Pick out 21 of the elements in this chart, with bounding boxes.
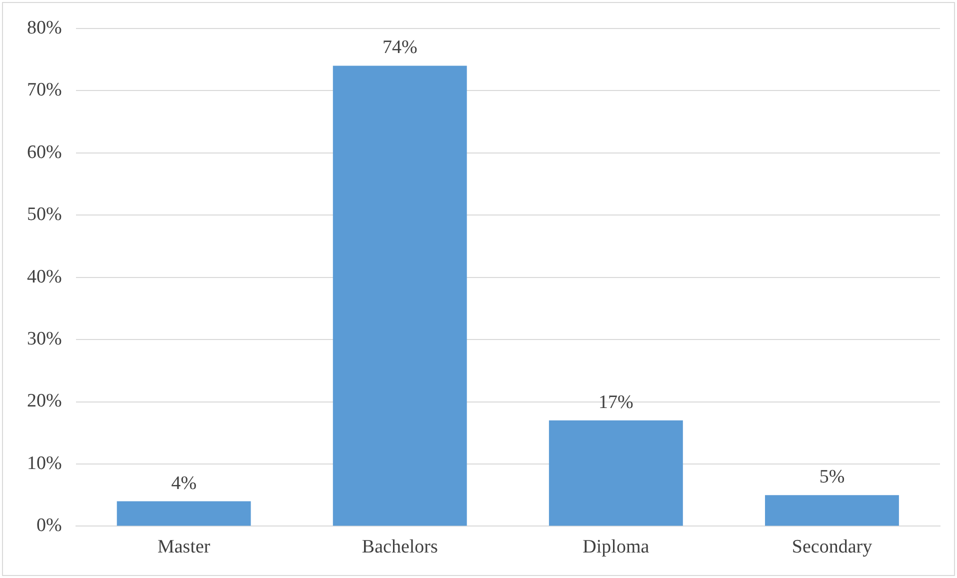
x-tick-label: Diploma [582, 536, 650, 558]
data-label: 4% [171, 472, 197, 494]
x-tick-label: Bachelors [362, 536, 438, 558]
bar [765, 495, 899, 526]
y-tick-label: 50% [27, 204, 62, 226]
y-tick-label: 20% [27, 390, 62, 412]
y-tick-label: 80% [27, 17, 62, 38]
y-tick-label: 30% [27, 328, 62, 350]
data-label: 5% [819, 466, 845, 488]
x-tick-label: Master [157, 536, 211, 558]
y-tick-label: 40% [27, 266, 62, 288]
y-tick-label: 70% [27, 80, 62, 101]
y-tick-label: 0% [36, 515, 62, 536]
bar [548, 420, 683, 526]
x-tick-label: Secondary [792, 536, 873, 558]
bar [332, 66, 467, 526]
y-tick-label: 60% [27, 142, 62, 163]
data-label: 74% [382, 37, 418, 58]
bar [116, 501, 251, 526]
y-tick-label: 10% [27, 452, 62, 474]
data-label: 17% [598, 392, 634, 413]
